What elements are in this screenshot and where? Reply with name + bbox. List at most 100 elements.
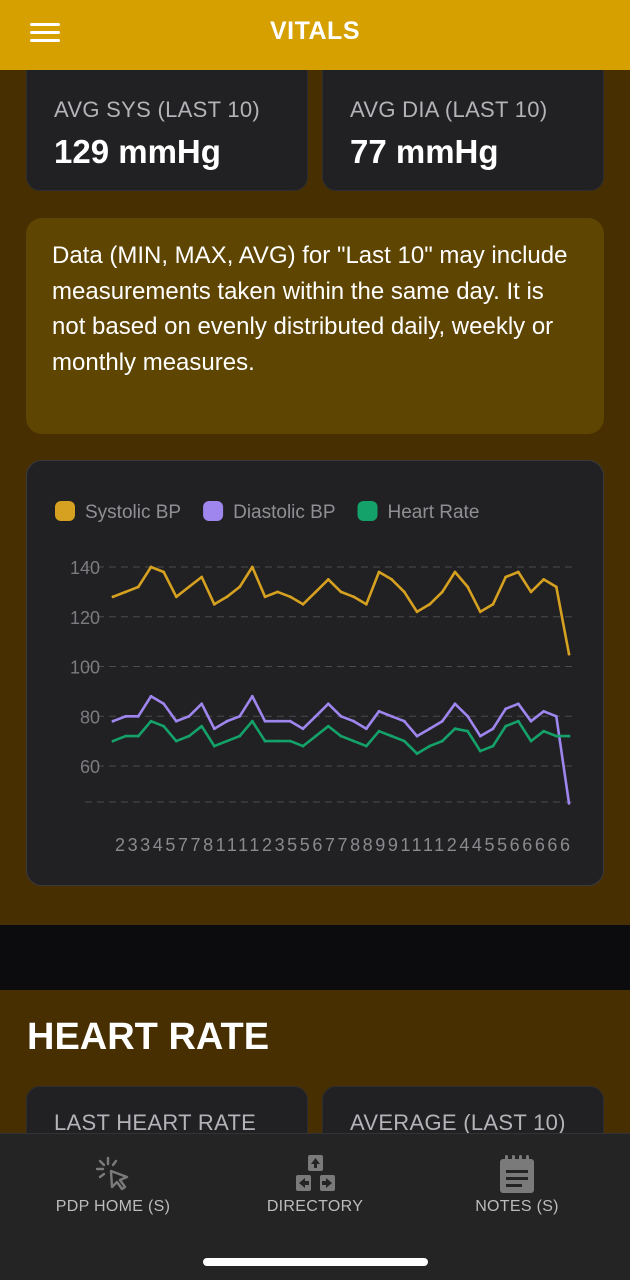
notepad-icon (500, 1155, 534, 1193)
cursor-click-icon (95, 1156, 129, 1191)
data-point-s2-13 (276, 739, 280, 743)
home-indicator[interactable] (203, 1258, 428, 1266)
data-point-s1-26 (440, 719, 444, 723)
x-tick-labels: 2334577811112355677889911112445566666 (115, 835, 570, 855)
data-point-s1-34 (542, 709, 546, 713)
data-point-s2-4 (162, 724, 166, 728)
data-point-s0-9 (225, 595, 229, 599)
data-point-s2-31 (504, 724, 508, 728)
data-point-s1-27 (453, 702, 457, 706)
data-point-s0-20 (364, 602, 368, 606)
data-point-s1-25 (428, 727, 432, 731)
data-point-s1-35 (554, 714, 558, 718)
series-line-0 (111, 565, 571, 656)
data-point-s2-16 (314, 734, 318, 738)
nav-notes[interactable]: NOTES (S) (412, 1134, 622, 1234)
vitals-chart: Systolic BP Diastolic BP Heart Rate 140 120 1… (55, 501, 572, 855)
menu-button[interactable] (26, 18, 66, 48)
data-point-s1-18 (339, 714, 343, 718)
data-point-s2-2 (136, 734, 140, 738)
hamburger-menu-icon-line (30, 31, 60, 34)
data-point-s0-35 (554, 585, 558, 589)
data-point-s2-21 (377, 729, 381, 733)
legend-label-0: Systolic BP (85, 502, 181, 523)
data-point-s2-33 (529, 739, 533, 743)
legend-label-2: Heart Rate (388, 502, 480, 523)
data-point-s1-9 (225, 719, 229, 723)
data-point-s2-27 (453, 727, 457, 731)
data-point-s2-24 (415, 752, 419, 755)
data-point-s1-8 (212, 727, 216, 731)
data-point-s0-27 (453, 570, 457, 574)
heart-rate-title: HEART RATE (27, 1016, 270, 1058)
nav-pdp-home-label: PDP HOME (S) (55, 1198, 171, 1215)
data-point-s2-17 (326, 724, 330, 728)
legend-label-1: Diastolic BP (233, 502, 335, 523)
data-point-s1-12 (263, 719, 267, 723)
y-tick-label-3: 80 (80, 707, 100, 727)
data-point-s1-16 (314, 714, 318, 718)
bottom-navigation: PDP HOME (S) DIRECTORY (0, 1133, 630, 1280)
data-point-s0-16 (314, 590, 318, 594)
average-heart-rate-label: AVERAGE (LAST 10) (350, 1110, 566, 1135)
arrow-keys-icon (296, 1155, 335, 1191)
data-point-s0-23 (402, 590, 406, 594)
data-point-s0-4 (162, 570, 166, 574)
data-point-s2-22 (390, 734, 394, 738)
data-point-s1-17 (326, 702, 330, 706)
page-title: VITALS (269, 17, 361, 45)
hamburger-menu-icon-line (30, 39, 60, 42)
data-point-s0-36 (567, 652, 571, 656)
data-point-s0-26 (440, 590, 444, 594)
nav-pdp-home[interactable]: PDP HOME (S) (8, 1134, 218, 1234)
data-point-s2-9 (225, 739, 229, 743)
data-point-s0-21 (377, 570, 381, 574)
data-point-s2-20 (364, 744, 368, 748)
avg-diastolic-card: AVG DIA (LAST 10) 77 mmHg (322, 52, 604, 191)
data-point-s0-32 (516, 570, 520, 574)
top-app-bar: VITALS (0, 0, 630, 70)
data-point-s1-19 (352, 719, 356, 723)
data-point-s0-33 (529, 590, 533, 594)
data-point-s1-20 (364, 727, 368, 731)
nav-directory[interactable]: DIRECTORY (210, 1134, 420, 1234)
data-point-s1-1 (124, 714, 128, 718)
data-point-s0-7 (200, 575, 204, 579)
data-point-s2-18 (339, 734, 343, 738)
data-point-s2-36 (567, 734, 571, 738)
data-point-s1-29 (478, 734, 482, 738)
data-point-s2-3 (149, 719, 153, 723)
data-point-s1-7 (200, 702, 204, 706)
data-point-s0-28 (466, 585, 470, 589)
data-point-s0-25 (428, 602, 432, 606)
data-point-s1-31 (504, 707, 508, 711)
data-point-s0-30 (491, 602, 495, 606)
data-point-s0-13 (276, 590, 280, 594)
data-point-s2-7 (200, 724, 204, 728)
nav-notes-label: NOTES (S) (475, 1198, 559, 1215)
data-point-s2-8 (212, 744, 216, 748)
legend-swatch-0 (55, 501, 75, 521)
data-point-s1-13 (276, 719, 280, 723)
data-point-s0-5 (174, 595, 178, 599)
data-point-s0-1 (124, 590, 128, 594)
y-tick-label-2: 100 (70, 658, 100, 678)
data-point-s1-33 (529, 719, 533, 723)
data-point-s2-25 (428, 744, 432, 748)
data-point-s0-12 (263, 595, 267, 599)
avg-systolic-card: AVG SYS (LAST 10) 129 mmHg (26, 52, 308, 191)
data-point-s2-23 (402, 739, 406, 743)
data-point-s2-15 (301, 744, 305, 748)
last-heart-rate-label: LAST HEART RATE (54, 1110, 257, 1135)
data-point-s2-32 (516, 719, 520, 723)
data-point-s0-34 (542, 578, 546, 581)
legend-swatch-2 (357, 501, 378, 521)
data-point-s0-0 (111, 595, 115, 599)
data-point-s1-36 (567, 801, 571, 805)
data-point-s1-6 (187, 714, 191, 718)
data-point-s1-0 (111, 719, 115, 723)
data-point-s1-14 (288, 719, 292, 723)
data-point-s0-2 (136, 585, 140, 589)
data-point-s0-22 (390, 578, 394, 581)
